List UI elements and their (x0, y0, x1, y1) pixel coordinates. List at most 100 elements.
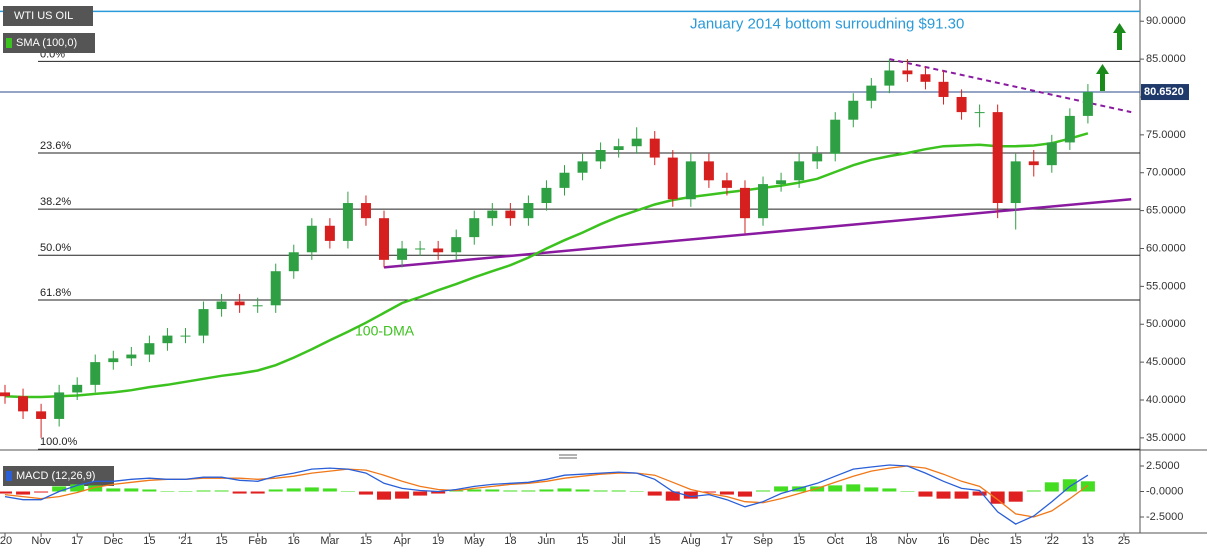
macd-y-tick-label: -0.0000 (1146, 485, 1183, 497)
x-tick-label: 13 (1082, 535, 1094, 547)
x-tick-label: Jul (612, 535, 626, 547)
macd-box (3, 466, 114, 486)
candle-body (126, 354, 137, 359)
indicator-box (3, 33, 95, 53)
macd-histogram-bar (503, 490, 518, 492)
indicator-label: SMA (100,0) (16, 37, 77, 49)
macd-y-tick-label: 2.5000 (1146, 460, 1180, 472)
macd-histogram-bar (1044, 482, 1059, 492)
candle-body (72, 384, 83, 393)
x-tick-label: Nov (31, 535, 51, 547)
indicator-swatch (6, 38, 12, 48)
candle-body (270, 271, 281, 306)
chart-title: WTI US OIL (14, 10, 73, 22)
title-box (3, 6, 93, 26)
macd-histogram-bar (70, 484, 85, 492)
candle-body (1028, 161, 1039, 166)
candle-body (1046, 142, 1057, 166)
candle-body (523, 203, 534, 219)
macd-histogram-bar (575, 489, 590, 492)
macd-histogram-bar (918, 491, 933, 497)
x-tick-label: Jun (538, 535, 556, 547)
candle-body (1082, 92, 1093, 116)
macd-histogram-bar (358, 491, 373, 495)
macd-histogram-bar (88, 485, 103, 492)
macd-histogram-bar (864, 487, 879, 492)
x-tick-label: 17 (721, 535, 733, 547)
y-tick-label: 60.0000 (1146, 242, 1186, 254)
macd-histogram-bar (467, 489, 482, 492)
y-tick-label: 40.0000 (1146, 394, 1186, 406)
x-tick-label: 15 (143, 535, 155, 547)
x-tick-label: 15 (576, 535, 588, 547)
macd-histogram-bar (52, 486, 67, 492)
macd-histogram-bar (124, 488, 139, 492)
macd-histogram-bar (972, 491, 987, 496)
y-tick-label: 45.0000 (1146, 356, 1186, 368)
macd-histogram-bar (286, 488, 301, 492)
candle-body (721, 180, 732, 188)
macd-histogram-bar (629, 491, 644, 493)
macd-histogram-bar (322, 488, 337, 492)
candle-body (992, 112, 1003, 204)
macd-histogram-bar (719, 491, 734, 495)
candle-body (776, 180, 787, 185)
x-tick-label: Mar (320, 535, 339, 547)
macd-histogram-bar (737, 491, 752, 497)
candle-body (18, 396, 29, 412)
candle-body (848, 100, 859, 120)
x-tick-label: 18 (865, 535, 877, 547)
candle-body (559, 172, 570, 188)
x-tick-label: Oct (827, 535, 844, 547)
macd-histogram-bar (304, 487, 319, 492)
candle-body (415, 248, 426, 250)
macd-histogram-bar (701, 491, 716, 493)
fib-label: 38.2% (40, 196, 71, 208)
y-tick-label: 75.0000 (1146, 129, 1186, 141)
macd-histogram-bar (774, 486, 789, 492)
candle-body (631, 138, 642, 147)
macd-histogram-bar (268, 489, 283, 492)
fib-label: 100.0% (40, 436, 78, 448)
macd-histogram-bar (954, 491, 969, 499)
candle-body (487, 210, 498, 219)
macd-histogram-bar (900, 491, 915, 493)
x-tick-label: 16 (288, 535, 300, 547)
x-tick-label: Dec (104, 535, 124, 547)
macd-histogram-bar (1026, 490, 1041, 492)
macd-label: MACD (12,26,9) (16, 470, 95, 482)
candle-body (180, 335, 191, 337)
macd-histogram-bar (593, 490, 608, 492)
macd-histogram-bar (377, 491, 392, 500)
candle-body (90, 362, 101, 385)
macd-histogram-bar (250, 491, 265, 494)
candle-body (505, 210, 516, 219)
macd-histogram-bar (611, 490, 626, 492)
macd-histogram-bar (846, 484, 861, 492)
macd-histogram-bar (106, 488, 121, 492)
candle-body (234, 301, 245, 306)
x-tick-label: 18 (504, 535, 516, 547)
candle-body (541, 187, 552, 204)
candle-body (649, 138, 660, 158)
macd-histogram-bar (431, 491, 446, 494)
fib-label: 61.8% (40, 287, 71, 299)
x-tick-label: 15 (360, 535, 372, 547)
macd-histogram-bar (1080, 481, 1095, 492)
x-tick-label: Sep (753, 535, 773, 547)
resistance-annotation: January 2014 bottom surroudning $91.30 (690, 15, 964, 32)
y-tick-label: 90.0000 (1146, 15, 1186, 27)
current-price-label: 80.6520 (1144, 86, 1184, 98)
candle-body (397, 248, 408, 260)
current-price-box (1141, 84, 1189, 101)
x-tick-label: '20 (0, 535, 12, 547)
candle-body (451, 237, 462, 253)
macd-histogram-bar (160, 491, 175, 493)
macd-histogram-bar (395, 491, 410, 499)
candle-body (216, 301, 227, 310)
macd-swatch (6, 471, 12, 481)
candle-body (36, 411, 47, 419)
macd-histogram-bar (647, 491, 662, 496)
